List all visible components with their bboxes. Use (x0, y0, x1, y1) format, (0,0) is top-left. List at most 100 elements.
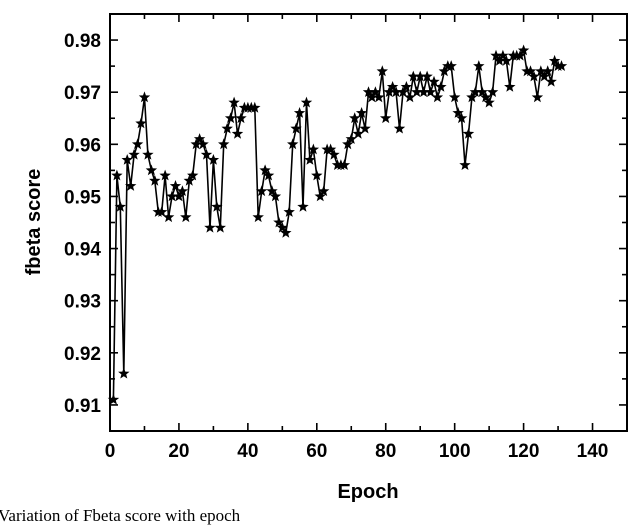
data-point-star (449, 91, 461, 103)
data-point-star (214, 221, 226, 233)
data-point-star (393, 122, 406, 134)
data-point-star (452, 107, 464, 118)
data-point-star (359, 122, 371, 134)
data-point-star (314, 190, 326, 202)
data-point-star (542, 65, 554, 77)
data-point-star (159, 169, 171, 181)
data-point-star (300, 96, 313, 108)
series-markers (107, 44, 568, 405)
data-point-star (417, 86, 430, 97)
x-tick-label: 120 (508, 441, 540, 462)
data-point-star (131, 138, 144, 150)
data-point-star (283, 206, 295, 217)
data-point-star (228, 96, 240, 108)
x-tick-label: 100 (439, 441, 471, 462)
x-tick-label: 60 (306, 441, 327, 462)
data-point-star (369, 86, 382, 97)
data-point-star (352, 127, 364, 139)
data-point-star (297, 200, 309, 212)
data-point-star (535, 65, 547, 77)
data-point-star (162, 211, 175, 223)
data-point-star (218, 138, 230, 150)
data-point-star (280, 226, 292, 238)
data-point-star (400, 81, 413, 92)
data-point-star (107, 393, 120, 405)
data-point-star (266, 185, 278, 197)
data-point-star (431, 91, 444, 103)
data-point-star (483, 96, 495, 108)
data-point-star (166, 190, 178, 202)
data-point-star (211, 200, 223, 212)
data-point-star (386, 81, 399, 92)
data-point-star (128, 148, 140, 160)
data-point-star (524, 65, 537, 77)
data-point-star (142, 148, 154, 160)
data-point-star (200, 148, 213, 160)
data-point-star (469, 86, 482, 97)
data-point-star (187, 169, 199, 181)
data-point-star (135, 117, 147, 129)
data-point-star (156, 206, 168, 217)
data-point-star (424, 86, 437, 97)
data-point-star (197, 138, 209, 150)
data-point-star (349, 112, 361, 124)
data-point-star (118, 367, 130, 379)
data-point-star (390, 86, 402, 97)
y-tick-label: 0.98 (64, 31, 101, 52)
data-point-star (421, 70, 433, 82)
data-point-star (121, 154, 133, 165)
data-point-star (259, 164, 271, 176)
data-point-star (414, 70, 426, 82)
data-point-star (138, 91, 151, 103)
data-point-star (293, 107, 306, 118)
y-tick-label: 0.91 (64, 396, 101, 417)
data-point-star (435, 81, 447, 92)
data-point-star (111, 169, 123, 181)
data-point-star (324, 143, 337, 155)
data-point-star (531, 91, 544, 103)
data-point-star (373, 91, 385, 103)
data-point-star (262, 169, 275, 181)
data-point-star (404, 91, 416, 103)
data-point-star (311, 169, 323, 181)
data-point-star (114, 200, 126, 212)
data-point-star (462, 127, 475, 139)
data-point-star (555, 60, 568, 71)
data-point-star (497, 49, 509, 61)
data-point-star (221, 122, 233, 134)
data-point-star (149, 174, 161, 186)
data-point-star (125, 180, 137, 191)
data-point-star (504, 81, 516, 92)
data-point-star (445, 60, 457, 71)
figure-caption: Variation of Fbeta score with epoch (0, 506, 241, 525)
data-point-star (287, 138, 299, 150)
data-point-star (269, 190, 282, 202)
data-point-star (193, 133, 206, 144)
data-point-star (473, 60, 485, 71)
data-point-star (173, 190, 185, 202)
data-point-star (407, 70, 419, 82)
data-point-star (380, 112, 392, 124)
data-point-star (224, 112, 237, 124)
data-point-star (500, 54, 513, 66)
tick-labels: 0 20 40 60 80 100 120 140 0.91 0.92 0.93 0.94 0.95 0.… (64, 31, 608, 462)
data-point-star (252, 211, 264, 223)
data-point-star (545, 75, 557, 87)
data-point-star (455, 112, 468, 124)
axis-ticks (109, 13, 628, 432)
y-tick-label: 0.97 (64, 83, 101, 104)
x-tick-label: 140 (577, 441, 609, 462)
x-axis-title: Epoch (337, 481, 398, 503)
data-point-star (376, 65, 388, 77)
y-tick-label: 0.96 (64, 135, 101, 156)
data-point-star (411, 86, 423, 97)
data-point-star (176, 185, 189, 197)
x-tick-label: 0 (105, 441, 116, 462)
data-point-star (235, 112, 247, 124)
data-point-star (486, 86, 499, 97)
data-point-star (249, 101, 261, 113)
data-point-star (345, 133, 357, 144)
data-point-star (207, 154, 220, 165)
data-point-star (204, 221, 216, 233)
